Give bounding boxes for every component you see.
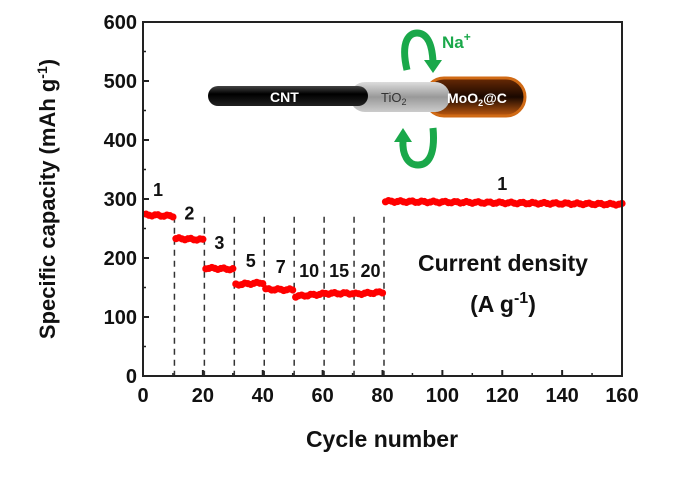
y-axis-label: Specific capacity (mAh g-1) <box>34 59 60 339</box>
current-density-unit: (A g-1) <box>470 290 536 317</box>
plot-frame <box>142 21 623 377</box>
extraction-arrowhead-icon <box>394 128 412 142</box>
y-tick-label: 500 <box>104 71 137 93</box>
data-point <box>169 213 177 221</box>
y-tick-label: 400 <box>104 130 137 152</box>
data-point <box>289 286 297 294</box>
rate-label: 1 <box>153 180 163 200</box>
rate-label: 10 <box>299 261 319 281</box>
current-density-label: Current density <box>418 250 588 276</box>
rate-labels: 1 23 5 7 10 15 20 1 <box>153 174 507 281</box>
data-point <box>378 289 387 297</box>
x-tick-label: 0 <box>137 385 148 407</box>
data-point <box>229 265 237 273</box>
cnt-label: CNT <box>270 89 299 105</box>
y-tick-label: 100 <box>104 307 137 329</box>
data-point <box>259 279 267 288</box>
y-axis-ticks: 0 100 200 300 400 500 600 <box>104 12 149 388</box>
extraction-arrow-icon <box>399 127 438 169</box>
y-tick-label: 300 <box>104 189 137 211</box>
x-axis-ticks: 0 20 40 60 80 100 120 140 160 <box>137 370 639 407</box>
x-tick-label: 80 <box>371 385 393 407</box>
sodium-ion-label: Na+ <box>442 30 471 52</box>
tio2-label: TiO2 <box>381 90 406 107</box>
data-point <box>199 235 207 243</box>
y-tick-label: 600 <box>104 12 137 34</box>
rate-label: 3 <box>214 233 224 253</box>
rate-label: 5 <box>246 251 256 271</box>
rate-label: 7 <box>276 257 286 277</box>
y-tick-label: 0 <box>126 366 137 388</box>
rate-label: 20 <box>361 261 381 281</box>
x-tick-label: 120 <box>486 385 519 407</box>
y-tick-label: 200 <box>104 248 137 270</box>
x-tick-label: 40 <box>252 385 274 407</box>
x-axis-label: Cycle number <box>306 426 458 452</box>
data-points <box>142 196 626 301</box>
x-tick-label: 140 <box>545 385 578 407</box>
insertion-arrowhead-icon <box>424 60 442 73</box>
x-tick-label: 60 <box>312 385 334 407</box>
rate-label: 2 <box>184 204 194 224</box>
cnt-core <box>208 86 368 106</box>
x-tick-label: 160 <box>605 385 638 407</box>
rate-label: 15 <box>329 261 349 281</box>
x-tick-label: 20 <box>192 385 214 407</box>
inset-nanotube-diagram: CNT TiO2 MoO2@C Na+ <box>208 29 527 169</box>
insertion-arrow-icon <box>401 29 437 71</box>
x-tick-label: 100 <box>426 385 459 407</box>
tio2-shell <box>350 82 450 112</box>
moo2c-label: MoO2@C <box>447 90 507 108</box>
rate-label: 1 <box>497 174 507 194</box>
